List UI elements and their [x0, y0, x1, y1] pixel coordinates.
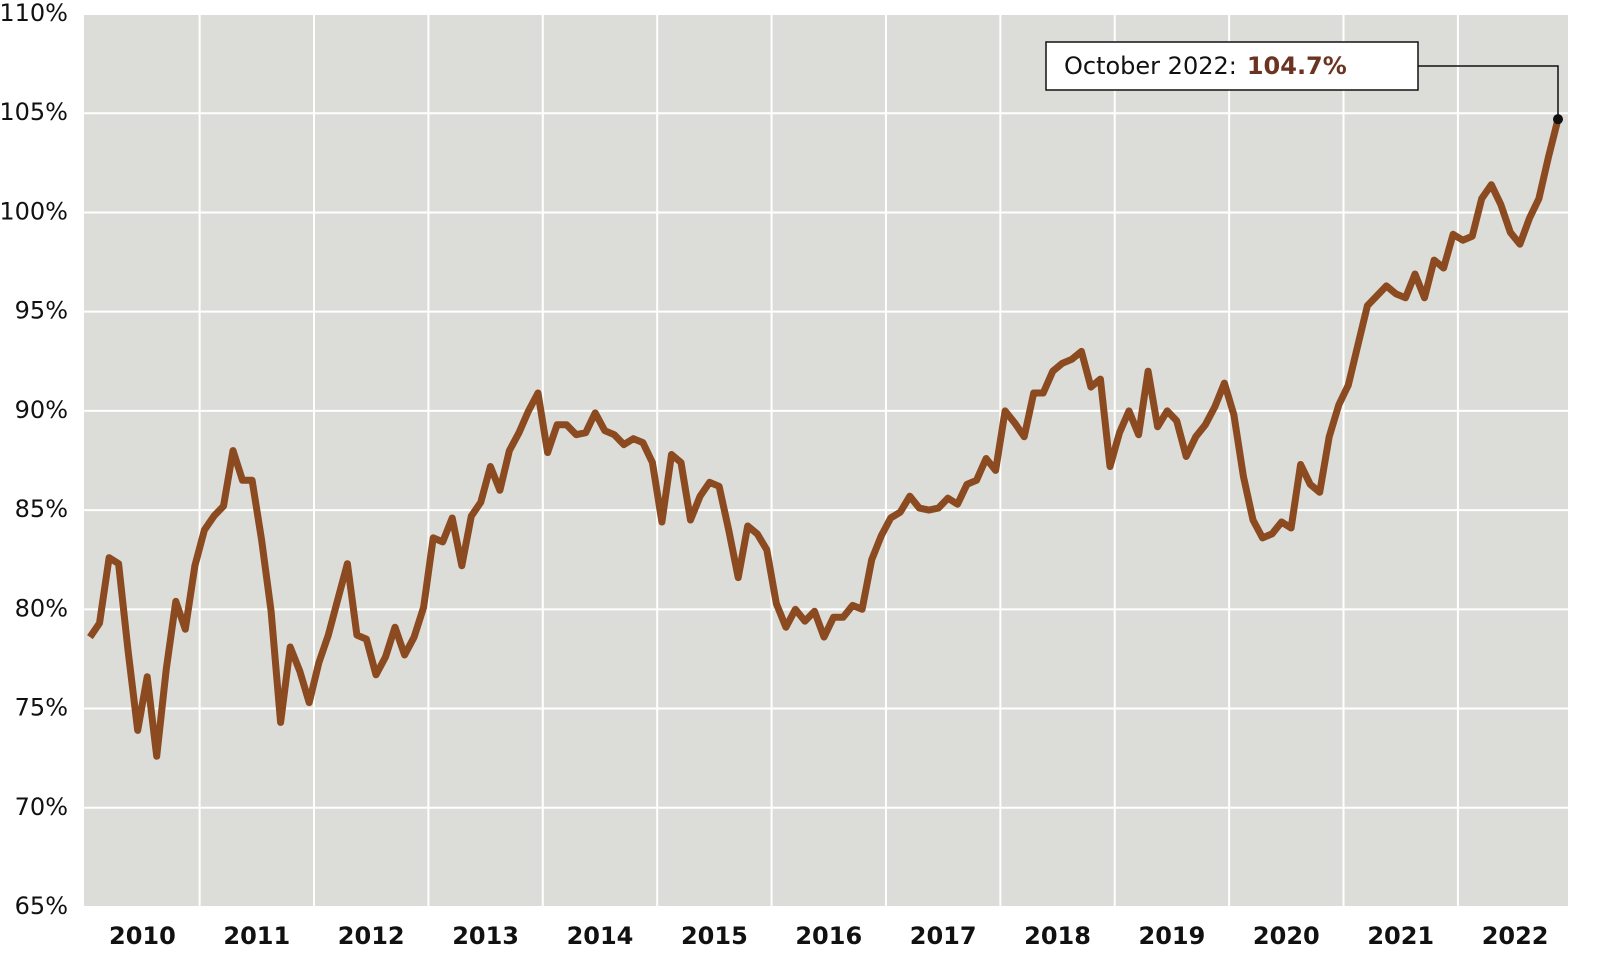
x-tick-label: 2020: [1253, 922, 1320, 950]
plot-area: [84, 14, 1568, 907]
x-tick-label: 2014: [567, 922, 634, 950]
y-tick-label: 95%: [15, 297, 68, 325]
y-tick-label: 90%: [15, 396, 68, 424]
data-line: [87, 118, 1562, 760]
y-tick-label: 70%: [15, 793, 68, 821]
x-tick-label: 2018: [1024, 922, 1091, 950]
annotation-text: October 2022:: [1064, 52, 1237, 80]
annotation: October 2022: 104.7%: [1064, 52, 1347, 80]
x-tick-label: 2021: [1367, 922, 1434, 950]
x-tick-label: 2017: [910, 922, 977, 950]
x-tick-label: 2013: [452, 922, 519, 950]
x-tick-label: 2015: [681, 922, 748, 950]
y-tick-label: 80%: [15, 594, 68, 622]
y-tick-label: 65%: [15, 892, 68, 920]
annotation-leader: [1418, 65, 1559, 120]
annotation-box: [1045, 41, 1419, 91]
x-tick-label: 2010: [109, 922, 176, 950]
annotation-value: 104.7%: [1247, 52, 1347, 80]
y-tick-label: 105%: [0, 98, 68, 126]
x-tick-label: 2022: [1482, 922, 1549, 950]
y-tick-label: 100%: [0, 197, 68, 225]
x-tick-label: 2012: [338, 922, 405, 950]
highlight-point: [1553, 114, 1563, 125]
y-tick-label: 75%: [15, 694, 68, 722]
x-tick-label: 2016: [795, 922, 862, 950]
y-tick-label: 110%: [0, 0, 68, 27]
x-tick-label: 2011: [223, 922, 290, 950]
x-tick-label: 2019: [1139, 922, 1206, 950]
y-tick-label: 85%: [15, 495, 68, 523]
